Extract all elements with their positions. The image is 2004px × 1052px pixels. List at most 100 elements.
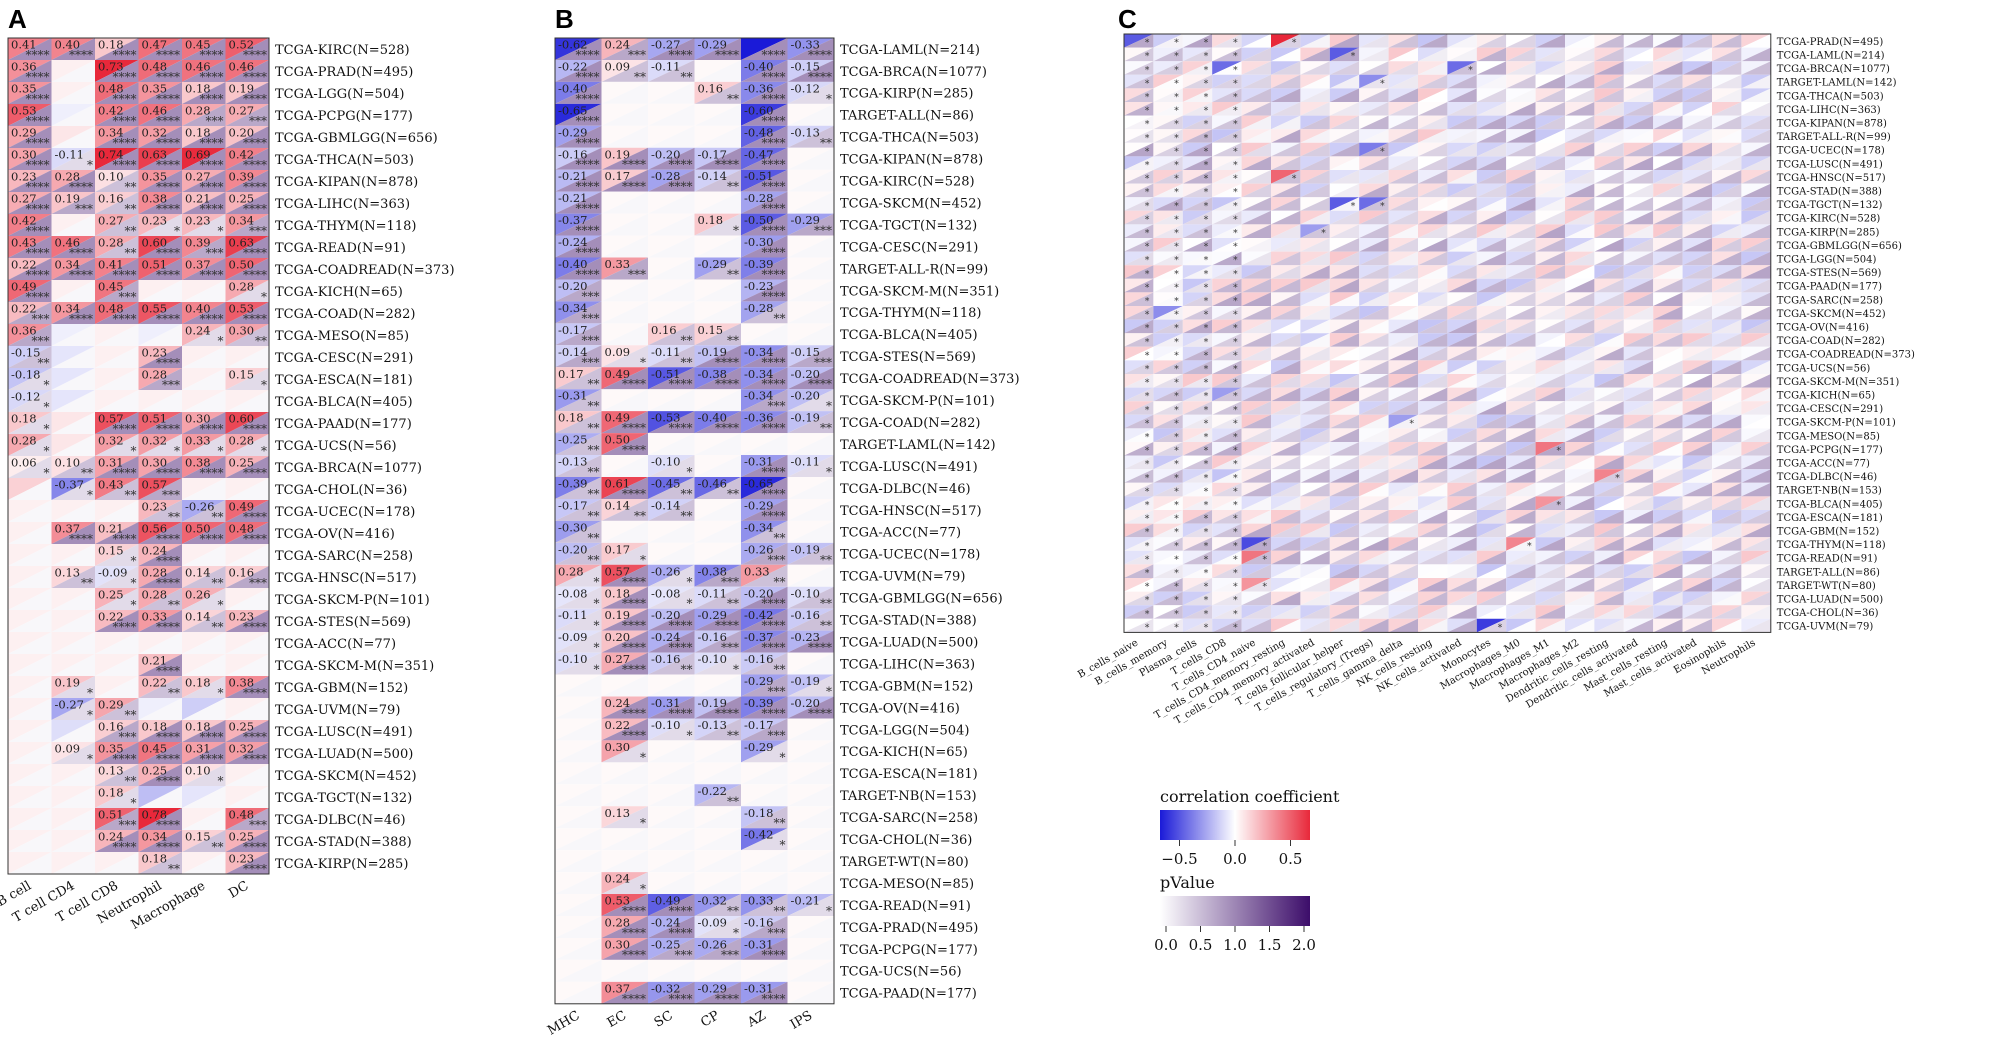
corr-triangle — [1594, 251, 1624, 266]
corr-triangle — [1271, 442, 1301, 456]
corr-triangle — [694, 279, 741, 302]
row-label: TCGA-SKCM-P(N=101) — [1777, 418, 1896, 429]
corr-triangle — [1124, 319, 1154, 334]
corr-triangle — [1359, 170, 1389, 184]
row-label: TCGA-CESC(N=291) — [1777, 404, 1883, 415]
pvalue-triangle — [1182, 374, 1213, 388]
corr-triangle — [1653, 292, 1683, 306]
corr-triangle — [1182, 523, 1213, 538]
significance-star: * — [1174, 474, 1179, 484]
pvalue-triangle — [1359, 564, 1389, 578]
pvalue-triangle — [1476, 306, 1507, 320]
pvalue-triangle — [182, 654, 226, 676]
corr-triangle — [1682, 591, 1712, 606]
pvalue-triangle — [225, 742, 269, 764]
corr-triangle — [1153, 61, 1183, 75]
corr-triangle — [1565, 618, 1595, 633]
corr-triangle — [1712, 129, 1742, 143]
pvalue-triangle — [1300, 74, 1330, 89]
pvalue-triangle — [1712, 564, 1742, 578]
significance-star: * — [1204, 324, 1209, 334]
corr-triangle — [1418, 210, 1448, 225]
pvalue-triangle — [1623, 360, 1654, 374]
significance-stars: **** — [69, 246, 93, 260]
significance-stars: **** — [576, 202, 600, 216]
pvalue-triangle — [1271, 170, 1301, 184]
pvalue-triangle — [1153, 47, 1183, 62]
significance-star: * — [1233, 134, 1238, 144]
pvalue-triangle — [1241, 510, 1271, 524]
pvalue-triangle — [1476, 523, 1507, 538]
pvalue-triangle — [225, 698, 269, 720]
corr-triangle — [1153, 197, 1183, 211]
correlation-value: -0.40 — [744, 59, 774, 73]
pvalue-triangle — [1653, 115, 1683, 130]
corr-triangle — [1447, 115, 1477, 130]
corr-triangle — [1476, 591, 1507, 606]
row-label: TCGA-LUAD(N=500) — [275, 747, 413, 762]
correlation-value: 0.35 — [142, 82, 168, 96]
pvalue-triangle — [1565, 537, 1595, 551]
corr-triangle — [1329, 88, 1360, 102]
pvalue-triangle — [1535, 74, 1565, 89]
pvalue-triangle — [1182, 74, 1213, 89]
significance-stars: ** — [588, 553, 600, 567]
corr-triangle — [1741, 605, 1771, 619]
corr-triangle — [787, 608, 834, 631]
corr-triangle — [1594, 265, 1624, 279]
pvalue-triangle — [1124, 156, 1154, 170]
pvalue-triangle — [182, 412, 226, 434]
pvalue-triangle — [787, 916, 834, 938]
corr-triangle — [1388, 387, 1418, 402]
pvalue-triangle — [601, 894, 648, 916]
corr-triangle — [1271, 605, 1301, 619]
significance-stars: **** — [762, 92, 786, 106]
pvalue-triangle — [555, 323, 602, 346]
correlation-value: 0.20 — [229, 126, 255, 140]
pvalue-triangle — [555, 542, 602, 565]
significance-stars: **** — [576, 114, 600, 128]
pvalue-triangle — [555, 477, 602, 499]
corr-triangle — [1506, 34, 1536, 48]
corr-triangle — [1565, 61, 1595, 75]
significance-stars: *** — [162, 488, 180, 502]
correlation-value: 0.61 — [605, 477, 631, 491]
pvalue-triangle — [1447, 469, 1477, 483]
corr-triangle — [1653, 523, 1683, 538]
pvalue-triangle — [1124, 197, 1154, 211]
row-label: TCGA-SKCM-P(N=101) — [275, 593, 430, 608]
pvalue-triangle — [1212, 265, 1242, 279]
pvalue-triangle — [1682, 578, 1712, 592]
corr-triangle — [601, 894, 648, 916]
pvalue-triangle — [1271, 115, 1301, 130]
significance-star: * — [1204, 120, 1209, 130]
pvalue-triangle — [1418, 210, 1448, 225]
corr-triangle — [1476, 618, 1507, 633]
pvalue-triangle — [225, 214, 269, 236]
row-label: TCGA-BRCA(N=1077) — [1777, 64, 1890, 75]
pvalue-triangle — [182, 610, 226, 632]
pvalue-triangle — [1506, 401, 1536, 415]
corr-triangle — [1447, 197, 1477, 211]
column-label: SC — [652, 1008, 676, 1030]
corr-triangle — [1594, 197, 1624, 211]
pvalue-triangle — [1329, 578, 1360, 592]
significance-star: * — [1233, 39, 1238, 49]
correlation-value: 0.30 — [142, 456, 168, 470]
corr-triangle — [1212, 142, 1242, 157]
pvalue-triangle — [1741, 428, 1771, 442]
corr-triangle — [1741, 47, 1771, 62]
correlation-value: -0.20 — [791, 389, 821, 403]
corr-triangle — [1418, 469, 1448, 483]
pvalue-triangle — [51, 412, 95, 434]
corr-triangle — [741, 937, 788, 960]
significance-star: * — [1174, 447, 1179, 457]
significance-star: * — [1145, 256, 1150, 266]
correlation-value: 0.27 — [11, 192, 37, 206]
pvalue-triangle — [1300, 224, 1330, 238]
corr-triangle — [1506, 88, 1536, 102]
pvalue-triangle — [1565, 170, 1595, 184]
significance-star: * — [1145, 283, 1150, 293]
pvalue-triangle — [1653, 61, 1683, 75]
pvalue-triangle — [1535, 47, 1565, 62]
